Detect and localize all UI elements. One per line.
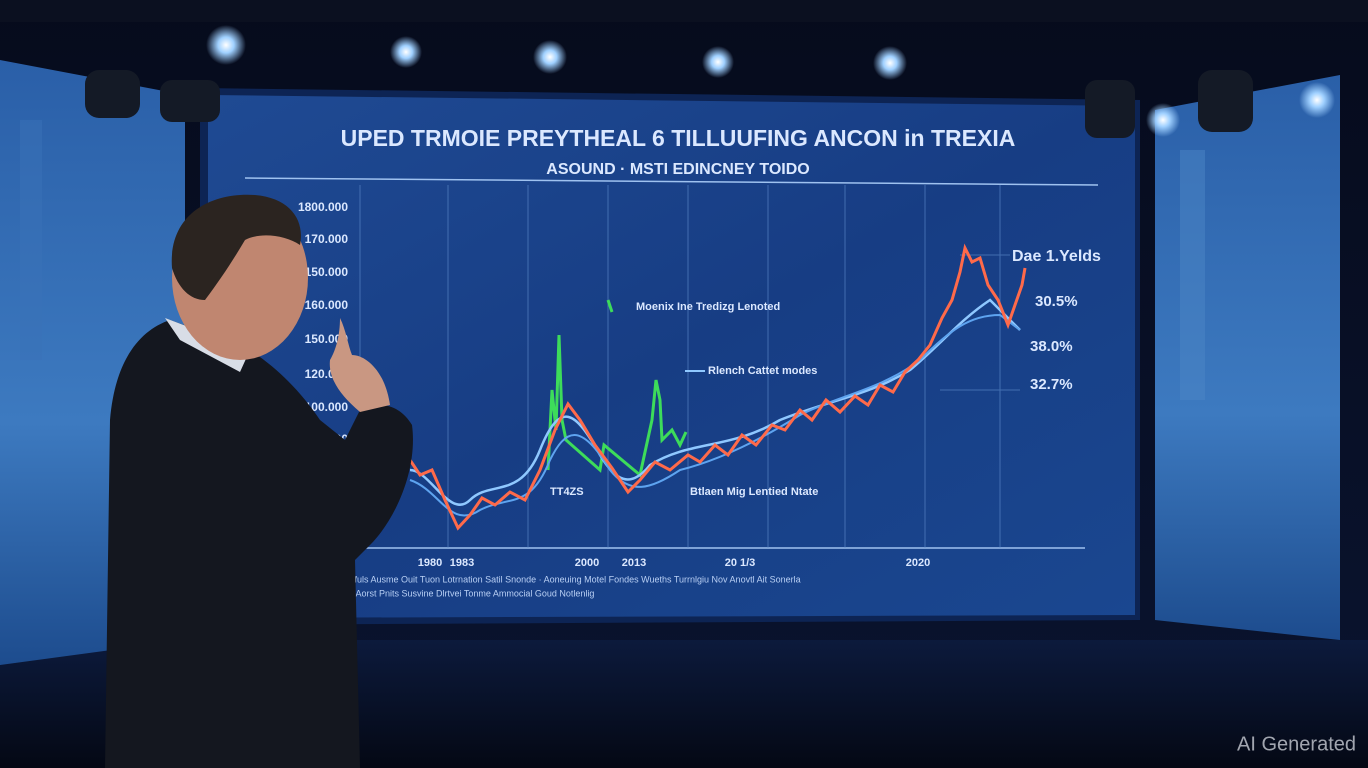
footnote: Tofuls Ausme Ouit Tuon Lotrnation Satil … [345,574,801,584]
red-line [408,243,1027,531]
right-label: 38.0% [1030,338,1073,355]
hand [329,318,390,412]
legend-label: Btlaen Mig Lentied Ntate [690,486,818,498]
x-label: 2020 [906,557,930,569]
right-label: 30.5% [1035,293,1078,310]
light [1299,82,1335,118]
suit [105,320,413,768]
y-label: 1800.000 [298,200,348,214]
screen-subtitle: ASOUND · MSTI EDINCNEY TOIDO [546,161,809,178]
y-label: 100.000 [305,400,349,414]
y-label: 160.000 [305,298,349,312]
x-label: 1983 [450,557,474,569]
fixture [85,70,140,118]
green-line [546,334,688,478]
right-label: 32.7% [1030,376,1073,393]
light [1146,103,1180,137]
presenter [105,194,413,768]
title-rule [244,177,1099,186]
grid [359,185,1020,548]
light [533,40,567,74]
y-label: 170.000 [305,232,349,246]
watermark: AI Generated [1237,733,1356,755]
screen-title: UPED TRMOIE PREYTHEAL 6 TILLUUFING ANCON… [341,125,1016,151]
fixture [1198,70,1253,132]
fixture [1085,80,1135,138]
legend-swatch [606,299,614,313]
lights [85,25,1335,138]
legend-label: TT4ZS [550,486,584,498]
light [702,46,734,78]
x-label: 20 1/3 [725,557,756,569]
hair [171,194,301,300]
x-label: 2000 [575,557,599,569]
y-label: 150.000 [305,265,349,279]
truss [0,0,1368,22]
skyline [20,120,42,360]
right-label: Dae 1.Yelds [1012,248,1101,265]
x-label: 1980 [418,557,442,569]
footnote: At Aorst Pnits Susvine Dlrtvei Tonme Amm… [345,588,594,598]
light [206,25,246,65]
fixture [160,80,220,122]
x-label: 2013 [622,557,646,569]
light [390,36,422,68]
legend-label: Rlench Cattet modes [708,365,817,377]
light [873,46,907,80]
legend-label: Moenix Ine Tredizg Lenoted [636,301,780,313]
skyline [1180,150,1205,400]
